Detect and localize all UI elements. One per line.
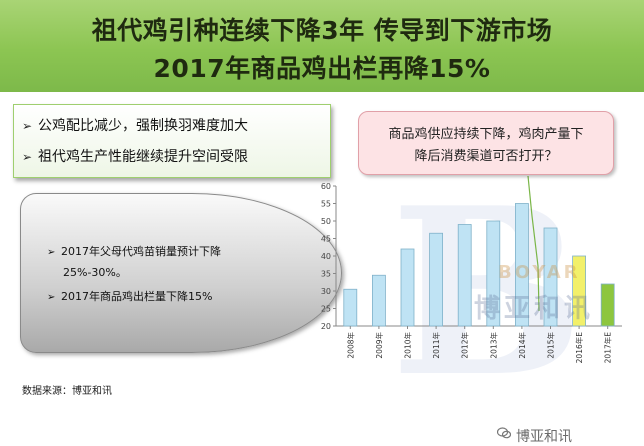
y-tick-label: 25 — [321, 305, 331, 314]
arrow-bullet-icon: ➢ — [22, 119, 33, 133]
summary-item-continued: 25%-30%。 — [63, 266, 127, 279]
callout-line1: 商品鸡供应持续下降，鸡肉产量下 — [388, 127, 584, 142]
bar — [600, 283, 615, 327]
y-tick-label: 50 — [321, 217, 331, 226]
data-source: 数据来源：博亚和讯 — [22, 386, 112, 397]
x-tick-label: 2017年E — [603, 332, 613, 364]
callout-line2: 降后消费渠道可否打开？ — [414, 149, 558, 164]
x-tick-label: 2015年 — [546, 332, 556, 359]
arrow-bullet-icon: ➢ — [47, 247, 56, 258]
bar — [457, 224, 472, 327]
y-tick-label: 40 — [321, 252, 331, 261]
bullet-text: 祖代鸡生产性能继续提升空间受限 — [38, 149, 248, 165]
x-tick-label: 2008年 — [345, 332, 355, 359]
page-title-line1: 祖代鸡引种连续下降3年 传导到下游市场 — [91, 16, 553, 45]
x-tick-label: 2011年 — [431, 332, 441, 359]
bar — [400, 248, 415, 327]
arrow-bullet-icon: ➢ — [22, 150, 33, 164]
bullet-text: 公鸡配比减少，强制换羽难度加大 — [38, 118, 248, 134]
y-tick-label: 45 — [321, 235, 331, 244]
bullet-item: ➢ 祖代鸡生产性能继续提升空间受限 — [22, 146, 248, 166]
summary-text: 2017年商品鸡出栏量下降15% — [61, 290, 213, 303]
y-tick-label: 60 — [321, 182, 331, 191]
y-tick-label: 55 — [321, 200, 331, 209]
x-tick-label: 2016年E — [574, 332, 584, 364]
bullet-box: ➢ 公鸡配比减少，强制换羽难度加大 ➢ 祖代鸡生产性能继续提升空间受限 — [13, 104, 331, 178]
summary-item: ➢ 2017年商品鸡出栏量下降15% — [47, 288, 212, 304]
x-tick-label: 2010年 — [403, 332, 413, 359]
wechat-icon — [497, 427, 511, 439]
summary-item: ➢ 2017年父母代鸡苗销量预计下降 — [47, 243, 221, 259]
y-tick-label: 30 — [321, 287, 331, 296]
bar — [429, 232, 444, 327]
summary-text: 2017年父母代鸡苗销量预计下降 — [61, 245, 221, 258]
bar — [343, 288, 358, 327]
footer-watermark: 博亚和讯 — [516, 429, 572, 445]
x-tick-label: 2014年 — [517, 332, 527, 359]
y-tick-label: 20 — [321, 322, 331, 331]
page-title-line2: 2017年商品鸡出栏再降15% — [153, 54, 491, 83]
y-tick-label: 35 — [321, 270, 331, 279]
x-tick-label: 2009年 — [374, 332, 384, 359]
arrow-bullet-icon: ➢ — [47, 292, 56, 303]
x-tick-label: 2013年 — [488, 332, 498, 359]
callout-pointer — [527, 176, 540, 312]
bullet-item: ➢ 公鸡配比减少，强制换羽难度加大 — [22, 115, 248, 135]
summary-shape: ➢ 2017年父母代鸡苗销量预计下降 25%-30%。 ➢ 2017年商品鸡出栏量下… — [20, 193, 342, 353]
watermark-brand-cn: 博亚和讯 — [474, 294, 595, 324]
x-tick-label: 2012年 — [460, 332, 470, 359]
x-axis-labels: 2008年 2009年 2010年 2011年 2012年 2013年 2014年 2015年… — [345, 326, 613, 364]
watermark-brand-latin: BOYAR — [498, 262, 581, 283]
header-banner: 祖代鸡引种连续下降3年 传导到下游市场 2017年商品鸡出栏再降15% — [0, 0, 644, 92]
callout-box: 商品鸡供应持续下降，鸡肉产量下 降后消费渠道可否打开？ — [358, 111, 614, 175]
bar — [372, 274, 386, 327]
